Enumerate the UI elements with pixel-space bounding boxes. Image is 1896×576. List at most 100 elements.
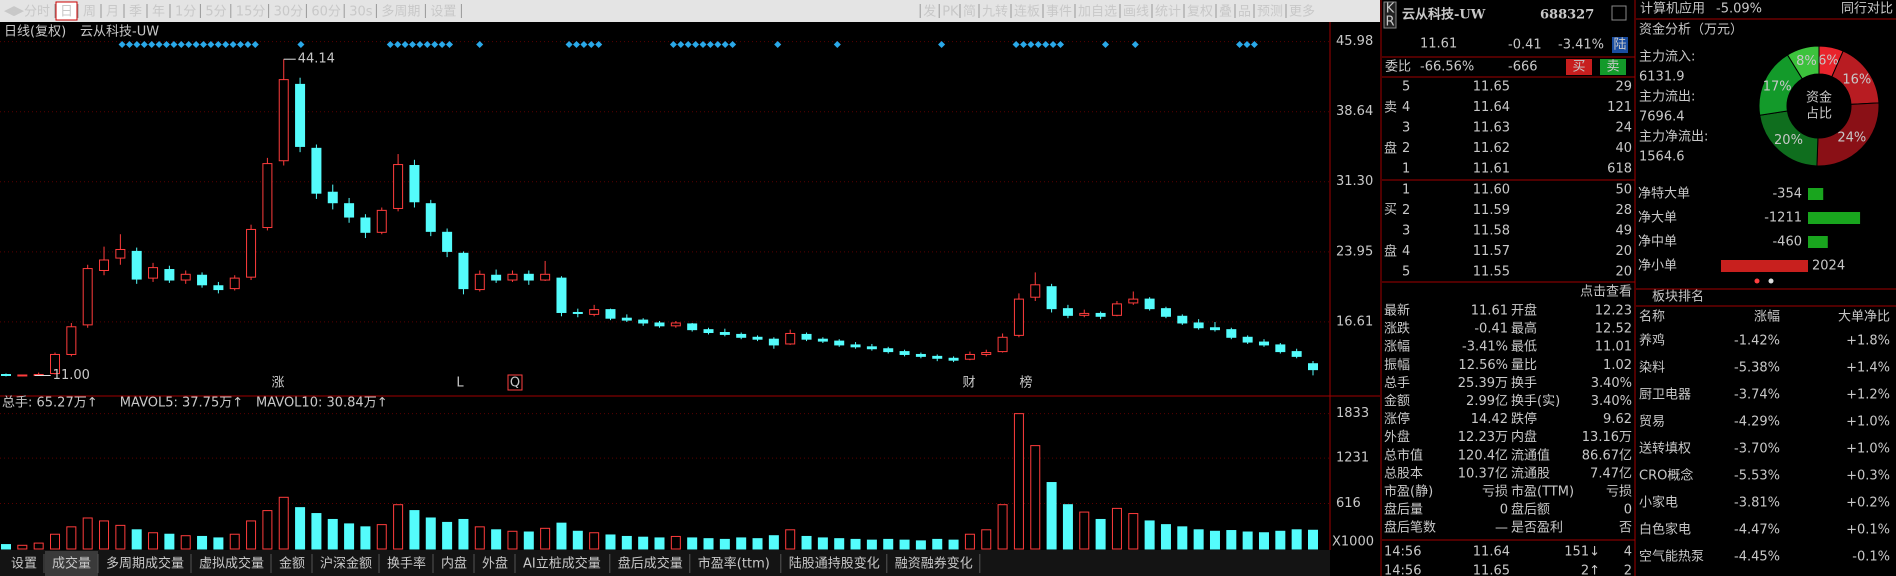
toolbar-button[interactable]: 事件 [1046,5,1072,20]
volume-bar [180,535,191,550]
toolbar-button[interactable]: 发 [923,4,936,20]
toolbar-button[interactable]: 月 [106,5,119,20]
toolbar-button[interactable]: 更多 [1289,4,1315,20]
volume-bar [540,527,551,550]
toolbar-button[interactable]: 预测 [1257,5,1283,20]
event-marker [938,40,946,49]
ranking-name[interactable]: 厨卫电器 [1639,388,1691,403]
ranking-name[interactable]: CRO概念 [1639,468,1693,484]
book-volume: 20 [1615,265,1632,280]
tab[interactable]: 陆股通持股变化 [789,556,880,572]
candle-body [180,273,191,281]
flow-value: 6131.9 [1639,70,1685,85]
ranking-name[interactable]: 小家电 [1639,495,1678,511]
toolbar-button[interactable]: 品 [1238,5,1251,20]
sell-button-text[interactable]: 卖 [1606,60,1619,75]
candle-body [1144,298,1155,310]
volume-bar [295,507,306,550]
quote-label: 金额 [1384,393,1410,409]
volume-bar [115,524,126,550]
tab[interactable]: 沪深金额 [320,556,372,572]
ranking-change: -3.70% [1734,442,1780,457]
tab[interactable]: 金额 [279,556,305,572]
volume-bar [866,539,877,550]
event-marker [438,40,446,49]
event-marker [692,40,700,49]
flow-label: 主力流出: [1639,90,1695,105]
toolbar-button[interactable]: 年 [152,5,165,20]
toolbar-button[interactable]: 统计 [1155,5,1181,20]
volume-bar [605,534,616,550]
volume-bar [33,542,44,550]
toolbar-button[interactable]: 复权 [1187,4,1213,20]
net-bar [1808,236,1828,248]
toolbar-button[interactable]: 加自选 [1078,5,1117,20]
ranking-header: 大单净比 [1838,310,1890,325]
ranking-name[interactable]: 空气能热泵 [1639,549,1704,565]
tab[interactable]: 换手率 [387,556,426,572]
event-marker [386,40,394,49]
volume-bar [1013,413,1024,550]
toolbar-button[interactable]: 日 [60,5,73,20]
candle-body [899,351,910,355]
buy-button-text[interactable]: 买 [1572,60,1585,75]
tab[interactable]: 虚拟成交量 [199,556,264,572]
toolbar-button[interactable]: 九转 [982,5,1008,20]
toolbar-button[interactable]: 周 [83,5,96,20]
tab[interactable]: 市盈率(ttm) [698,556,770,572]
tab[interactable]: 设置 [11,557,37,572]
toolbar-button[interactable]: 60分 [311,5,341,20]
toolbar-button[interactable]: 1分 [175,5,196,20]
side-label: 卖 [1384,101,1397,116]
toolbar-button[interactable]: 30s [349,5,373,20]
toolbar-button[interactable]: 画线 [1123,5,1149,20]
quote-label: 内盘 [1511,429,1537,445]
toolbar-button[interactable]: 设置 [430,5,456,20]
ranking-name[interactable]: 染料 [1639,361,1665,376]
tab[interactable]: 融资融券变化 [895,556,973,572]
toolbar-button[interactable]: 季 [129,5,142,20]
ranking-name[interactable]: 白色家电 [1639,522,1691,538]
tab[interactable]: 外盘 [482,556,508,572]
buy-button[interactable] [1566,59,1592,75]
toolbar-button[interactable]: PK [942,5,959,20]
toolbar-button[interactable]: 叠 [1219,5,1232,20]
volume-bar [1160,524,1171,550]
candle-body [17,374,28,377]
stock-code: 688327 [1540,8,1594,23]
candle-body [687,323,698,331]
volume-bar [131,529,142,550]
toolbar-button[interactable]: 分时 [24,5,50,20]
fund-title: 资金分析（万元） [1639,22,1743,38]
ranking-name[interactable]: 送转填权 [1639,441,1691,457]
toolbar-button[interactable]: 5分 [205,5,226,20]
toolbar-button[interactable]: 多周期 [381,4,420,20]
tab[interactable]: 成交量 [52,556,91,572]
book-volume: 29 [1615,80,1632,95]
toolbar-button[interactable]: 30分 [274,5,304,20]
ranking-net: +1.4% [1846,361,1890,376]
sell-button[interactable] [1600,59,1626,75]
event-marker [669,40,677,49]
candle-body [540,273,551,281]
toolbar-button[interactable]: 15分 [236,5,266,20]
tab[interactable]: 多周期成交量 [106,556,184,572]
candle-body [295,83,306,147]
tab[interactable]: 盘后成交量 [618,556,683,572]
toolbar-button[interactable]: 连板 [1014,4,1040,20]
view-link[interactable]: 点击查看 [1580,284,1632,300]
book-price: 11.65 [1473,80,1510,95]
volume-bar [66,526,77,550]
tab[interactable]: 内盘 [441,556,467,572]
compare-link[interactable]: 同行对比 [1841,2,1893,17]
candle-body [883,348,894,353]
volume-bar [850,538,861,550]
tab[interactable]: AI立桩成交量 [523,556,601,572]
annotation: 44.14 [298,52,335,67]
settings-icon[interactable] [1611,5,1627,21]
ranking-name[interactable]: 贸易 [1639,415,1665,430]
quote-value: 3.40% [1591,394,1632,409]
toolbar-button[interactable]: 简 [963,4,976,20]
candle-body [638,319,649,324]
ranking-name[interactable]: 养鸡 [1639,333,1665,349]
